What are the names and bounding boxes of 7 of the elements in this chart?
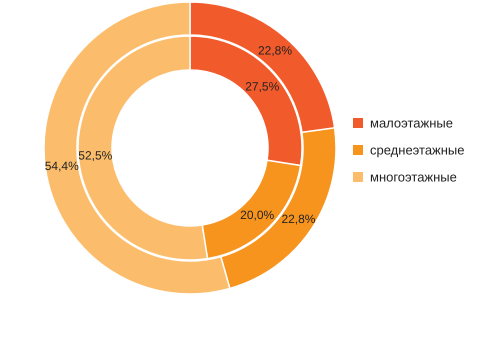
legend-label: малоэтажные [370, 116, 453, 130]
data-label: 22,8% [258, 43, 292, 58]
legend-label: среднеэтажные [370, 142, 465, 158]
data-label: 20,0% [240, 208, 275, 222]
data-label: 22,8% [281, 212, 316, 226]
legend-label: многоэтажные [370, 170, 457, 184]
data-label: 27,5% [245, 79, 280, 94]
